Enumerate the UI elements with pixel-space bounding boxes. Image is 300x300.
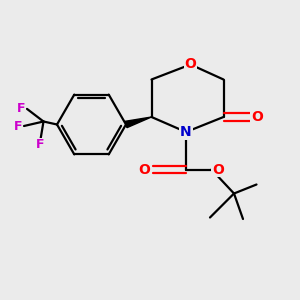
Text: O: O — [139, 163, 151, 176]
Text: O: O — [212, 163, 224, 176]
Text: N: N — [180, 125, 192, 139]
Text: F: F — [36, 138, 45, 152]
Polygon shape — [125, 117, 152, 128]
Text: F: F — [17, 102, 26, 115]
Text: O: O — [184, 57, 196, 71]
Text: O: O — [251, 110, 263, 124]
Text: F: F — [14, 119, 23, 133]
